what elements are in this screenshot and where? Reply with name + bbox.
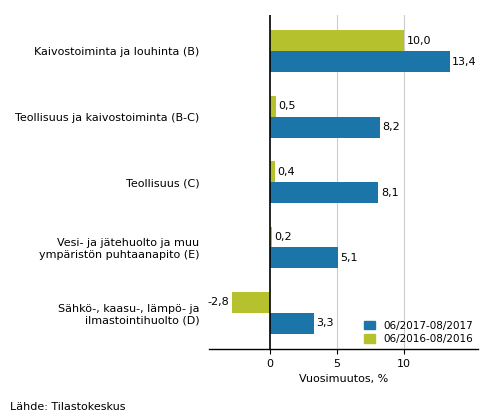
Bar xyxy=(270,30,404,51)
Text: 8,1: 8,1 xyxy=(381,188,398,198)
Text: 0,4: 0,4 xyxy=(277,166,295,176)
Text: 8,2: 8,2 xyxy=(382,122,400,132)
Text: 3,3: 3,3 xyxy=(317,318,334,328)
Bar xyxy=(270,96,276,116)
Text: 10,0: 10,0 xyxy=(406,36,431,46)
Bar xyxy=(270,182,379,203)
Bar xyxy=(270,161,275,182)
Text: 13,4: 13,4 xyxy=(452,57,477,67)
Bar xyxy=(232,292,270,313)
Bar xyxy=(270,227,272,248)
Text: 0,2: 0,2 xyxy=(275,232,292,242)
X-axis label: Vuosimuutos, %: Vuosimuutos, % xyxy=(299,374,388,384)
Bar xyxy=(270,116,380,138)
Legend: 06/2017-08/2017, 06/2016-08/2016: 06/2017-08/2017, 06/2016-08/2016 xyxy=(364,321,473,344)
Text: 0,5: 0,5 xyxy=(279,101,296,111)
Text: 5,1: 5,1 xyxy=(341,253,358,263)
Text: -2,8: -2,8 xyxy=(208,297,229,307)
Bar xyxy=(270,313,314,334)
Bar xyxy=(270,248,338,268)
Bar xyxy=(270,51,450,72)
Text: Lähde: Tilastokeskus: Lähde: Tilastokeskus xyxy=(10,402,125,412)
